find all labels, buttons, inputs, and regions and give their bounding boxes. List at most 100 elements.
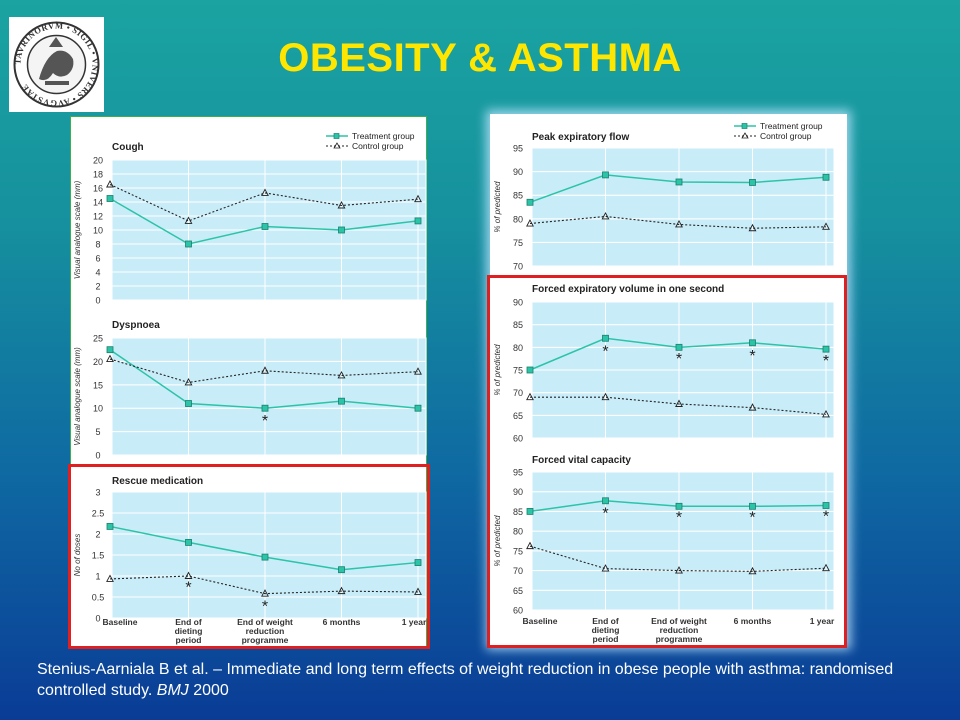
y-tick-label: 0 [95, 296, 100, 306]
plot-band [111, 337, 427, 362]
plot-band [111, 407, 427, 433]
control-point [601, 211, 610, 220]
treatment-point [106, 523, 114, 530]
chart-title: Rescue medication [112, 476, 203, 487]
y-tick-label: 0 [95, 614, 100, 624]
control-point [261, 188, 269, 196]
x-tick-label: dieting [175, 626, 203, 636]
y-tick-label: 80 [513, 527, 523, 537]
citation-journal: BMJ [156, 682, 189, 699]
legend-swatch-marker [333, 142, 341, 149]
x-tick-label: End of [592, 616, 619, 626]
y-axis-label: % of predicted [493, 515, 502, 567]
control-point [261, 366, 269, 374]
treatment-point [414, 404, 422, 412]
treatment-point [822, 502, 830, 509]
plot-band [111, 229, 427, 245]
y-tick-label: 20 [93, 156, 103, 166]
y-tick-label: 4 [95, 268, 100, 278]
control-point [526, 541, 534, 550]
y-tick-label: 2 [95, 530, 100, 540]
university-seal-icon: TAVRINORVM • SIGIL • VNIVERS • AVGVSTAE [12, 20, 100, 108]
plot-band [531, 301, 835, 326]
y-tick-label: 2.5 [92, 509, 105, 519]
y-tick-label: 8 [95, 240, 100, 250]
plot-band [111, 257, 427, 273]
control-point [184, 216, 193, 224]
y-tick-label: 85 [513, 320, 523, 330]
treatment-point [749, 179, 756, 186]
y-tick-label: 1 [95, 572, 100, 582]
y-tick-label: 15 [93, 380, 103, 390]
treatment-point [185, 400, 192, 407]
control-point [184, 571, 193, 579]
plot-band [111, 201, 427, 217]
treatment-point [526, 508, 534, 515]
y-tick-label: 12 [93, 212, 103, 222]
treatment-point [675, 502, 683, 510]
plot-band [111, 187, 427, 203]
significance-star: * [676, 351, 682, 368]
citation-text: Stenius-Aarniala B et al. – Immediate an… [37, 661, 894, 699]
control-line [109, 184, 419, 222]
x-tick-label: 6 months [734, 616, 772, 626]
y-tick-label: 5 [95, 427, 100, 437]
legend-swatch-marker [741, 123, 748, 129]
x-tick-label: reduction [660, 625, 699, 635]
plot-band [531, 218, 835, 243]
control-point [337, 201, 346, 209]
chart-peak-expiratory-flow: Peak expiratory flow 70 75 80 85 90 95 % of pre… [493, 121, 835, 272]
chart-forced-vital-capacity: Forced vital capacity 60 65 70 75 80 85 90 95 % o… [493, 455, 835, 616]
x-tick-label: 6 months [323, 617, 361, 627]
y-tick-label: 1.5 [92, 551, 105, 561]
treatment-point [338, 226, 345, 234]
y-tick-label: 95 [513, 144, 523, 154]
control-point [106, 180, 114, 188]
treatment-point [261, 223, 269, 230]
control-line [109, 575, 419, 595]
significance-star: * [749, 348, 755, 365]
slide-title: OBESITY & ASTHMA [278, 36, 682, 80]
y-tick-label: 10 [93, 226, 103, 236]
y-tick-label: 80 [513, 343, 523, 353]
chart-title: Peak expiratory flow [532, 132, 629, 143]
x-tick-label: 1 year [810, 616, 835, 626]
plot-band [111, 431, 427, 456]
plot-band [531, 147, 835, 173]
y-tick-label: 70 [513, 566, 523, 576]
chart-rescue-medication: Rescue medication 0 0.5 1 1.5 2 2.5 3 No of dose… [73, 476, 427, 624]
plot-band [111, 215, 427, 231]
y-tick-label: 14 [93, 198, 103, 208]
y-tick-label: 90 [513, 298, 523, 308]
x-tick-label: programme [656, 634, 703, 644]
university-logo: TAVRINORVM • SIGIL • VNIVERS • AVGVSTAE [9, 17, 104, 112]
plot-band [111, 271, 427, 287]
control-point [675, 566, 683, 574]
significance-star: * [749, 510, 755, 527]
y-tick-label: 10 [93, 404, 103, 414]
control-point [526, 219, 534, 227]
control-line [529, 545, 827, 572]
x-tick-label: reduction [246, 626, 285, 636]
control-point [261, 589, 269, 597]
x-tick-label: period [176, 635, 202, 645]
control-point [337, 370, 346, 379]
chart-cough: Cough 0 2 4 6 8 10 12 14 16 18 20 Visual analogue sc… [73, 131, 427, 306]
y-tick-label: 18 [93, 170, 103, 180]
significance-star: * [262, 598, 268, 615]
legend-swatch-marker [333, 133, 340, 139]
plot-band [531, 171, 835, 196]
legend-label: Control group [352, 141, 404, 151]
y-tick-label: 80 [513, 214, 523, 224]
significance-star: * [185, 580, 191, 597]
chart-title: Forced expiratory volume in one second [532, 284, 724, 295]
y-tick-label: 90 [513, 487, 523, 497]
y-tick-label: 70 [513, 388, 523, 398]
control-line [530, 396, 827, 415]
treatment-point [106, 195, 114, 202]
chart-forced-expiratory-volume-in-one-second: Forced expiratory volume in one second 60… [493, 284, 835, 444]
y-tick-label: 60 [513, 434, 523, 444]
chart-title: Forced vital capacity [532, 455, 631, 466]
treatment-point [749, 339, 756, 347]
control-point [748, 223, 757, 232]
